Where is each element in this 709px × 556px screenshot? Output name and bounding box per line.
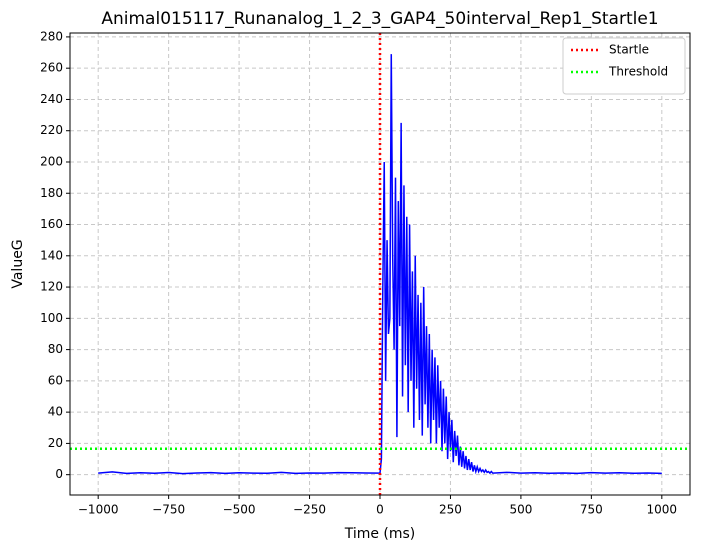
y-tick-label: 180 [40,186,63,200]
x-tick-label: 250 [439,503,462,517]
x-tick-label: −250 [293,503,326,517]
x-tick-label: 750 [580,503,603,517]
x-tick-label: 0 [376,503,384,517]
y-tick-label: 40 [48,405,63,419]
x-tick-label: 500 [509,503,532,517]
y-tick-label: 240 [40,92,63,106]
y-tick-label: 160 [40,217,63,231]
legend-label: Threshold [608,65,668,79]
x-tick-label: −500 [223,503,256,517]
legend-box [562,37,686,95]
y-tick-label: 120 [40,280,63,294]
y-tick-label: 100 [40,311,63,325]
y-tick-label: 0 [55,467,63,481]
x-tick-label: 1000 [647,503,678,517]
x-tick-label: −750 [152,503,185,517]
y-tick-label: 80 [48,342,63,356]
plot-frame [69,32,691,496]
y-tick-label: 220 [40,123,63,137]
y-tick-label: 60 [48,373,63,387]
y-tick-label: 200 [40,154,63,168]
y-tick-label: 140 [40,248,63,262]
y-tick-label: 20 [48,436,63,450]
legend-label: Startle [609,43,649,57]
chart-title: Animal015117_Runanalog_1_2_3_GAP4_50inte… [101,9,658,29]
x-axis-label: Time (ms) [344,526,416,542]
x-tick-label: −1000 [78,503,119,517]
y-axis-label: ValueG [10,239,26,288]
y-tick-label: 280 [40,29,63,43]
data-line [98,54,662,475]
y-tick-label: 260 [40,61,63,75]
